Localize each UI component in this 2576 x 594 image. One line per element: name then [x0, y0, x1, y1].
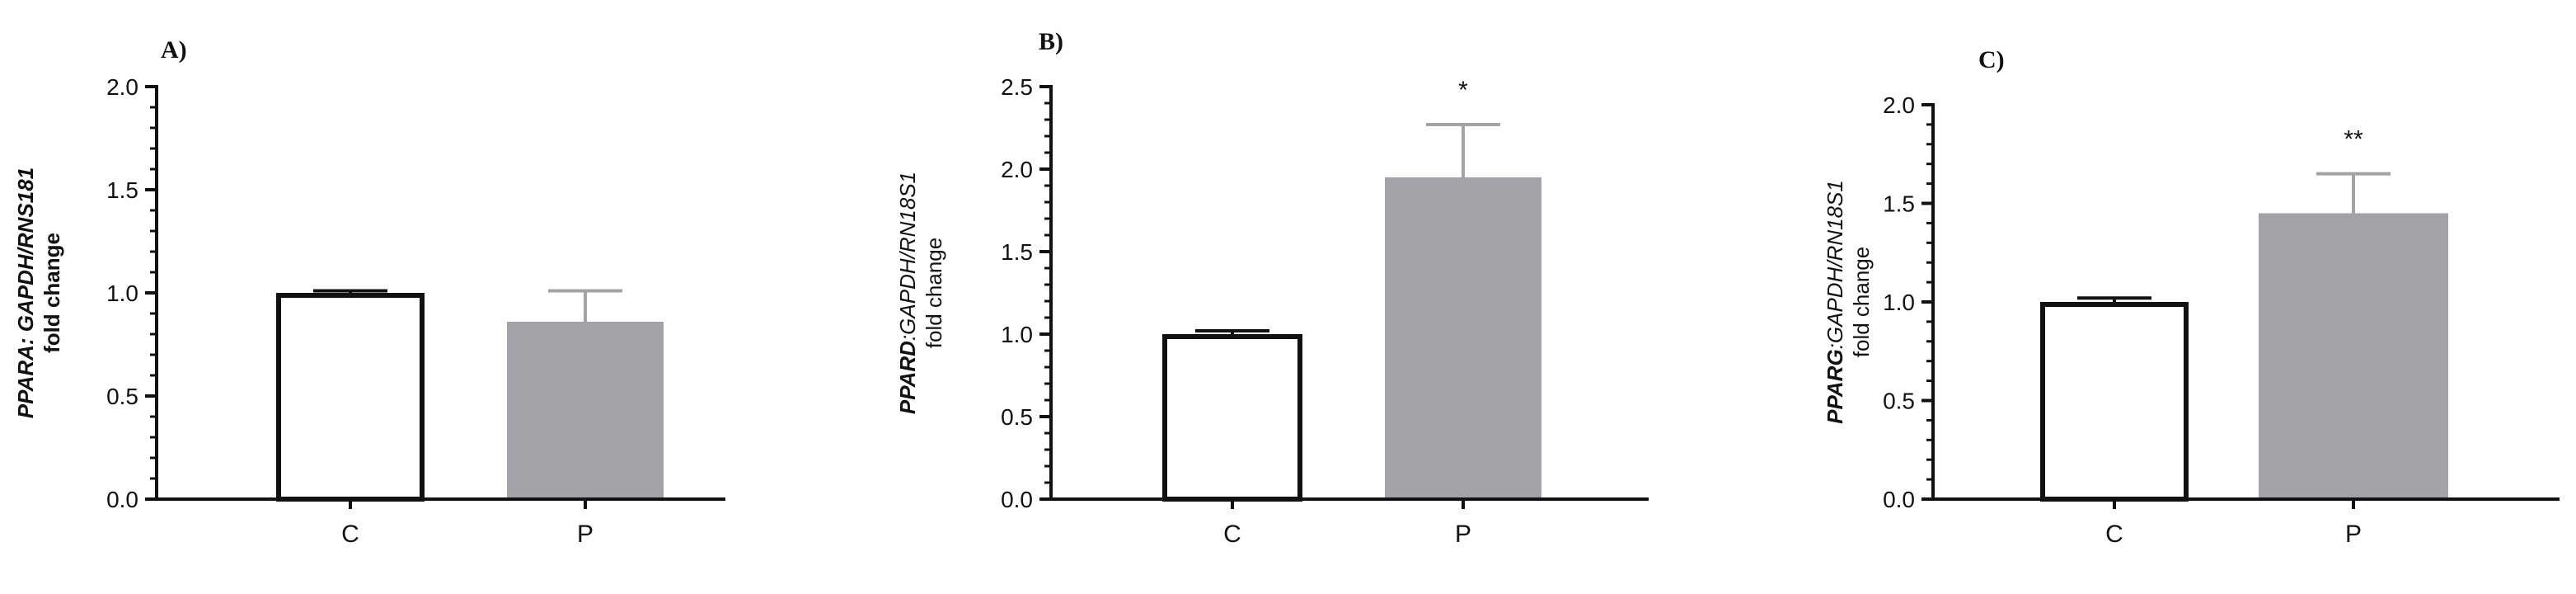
y-tick-label: 1.0 — [1883, 290, 1915, 315]
y-tick-label: 0.5 — [1883, 389, 1915, 414]
y-tick-label: 1.0 — [106, 280, 138, 306]
bar-P — [507, 322, 664, 499]
chart-panel-3: C) C ** P 0.0 0.5 1.0 1.5 2.0 PPARG:GAPDH/RN18S1 f… — [1823, 46, 2560, 548]
y-tick-label: 1.5 — [106, 177, 138, 203]
y-tick-label: 2.0 — [1883, 92, 1915, 118]
x-tick-label: P — [577, 521, 594, 548]
chart-panel-1: A) C P 0.0 0.5 1.0 1.5 2.0 PPARA: GAPDH/RNS181 fo… — [13, 36, 725, 548]
x-tick-label: C — [2105, 521, 2123, 548]
x-tick-label: C — [1223, 521, 1241, 548]
panel-label: A) — [161, 36, 187, 64]
panel-label: B) — [1039, 28, 1063, 55]
significance-marker: * — [1458, 77, 1468, 104]
y-tick-label: 2.5 — [1001, 74, 1033, 100]
y-tick-label: 0.5 — [106, 384, 138, 409]
significance-marker: ** — [2344, 126, 2363, 153]
y-axis-label-reference: :GAPDH/RN18S1 — [895, 172, 920, 341]
y-tick-label: 0.5 — [1001, 404, 1033, 430]
y-tick-label: 2.0 — [106, 74, 138, 100]
y-axis-label-gene: PPARD — [895, 341, 920, 414]
bar-C — [276, 293, 425, 502]
bar-P — [1385, 177, 1541, 499]
bar-P — [2259, 213, 2448, 499]
y-axis-label-reference: :GAPDH/RN18S1 — [1823, 180, 1847, 349]
x-tick-label: P — [1455, 521, 1471, 548]
x-tick-label: P — [2345, 521, 2362, 548]
y-axis-label-reference: : GAPDH/RNS181 — [13, 167, 38, 345]
y-axis-label-gene: PPARA — [13, 345, 38, 418]
y-axis-label: PPARG:GAPDH/RN18S1 — [1823, 180, 1847, 424]
chart-panel-2: B) C * P 0.0 0.5 1.0 1.5 2.0 2.5 PPARD:GAPDH/RN18S… — [895, 28, 1649, 548]
y-axis-label: PPARA: GAPDH/RNS181 — [13, 167, 38, 418]
y-axis-label-line2: fold change — [1849, 247, 1874, 357]
panel-label: C) — [1978, 46, 2005, 73]
y-tick-label: 0.0 — [1001, 487, 1033, 512]
y-tick-label: 0.0 — [1883, 487, 1915, 512]
y-tick-label: 1.5 — [1883, 191, 1915, 217]
y-tick-label: 0.0 — [106, 487, 138, 512]
y-tick-label: 1.5 — [1001, 239, 1033, 265]
y-tick-label: 2.0 — [1001, 157, 1033, 182]
y-axis-label-line2: fold change — [40, 233, 64, 353]
bar-C — [2040, 302, 2189, 502]
y-axis-label-gene: PPARG — [1823, 349, 1847, 424]
y-axis-label-line2: fold change — [922, 238, 946, 348]
bar-C — [1162, 334, 1302, 502]
y-tick-label: 1.0 — [1001, 322, 1033, 347]
y-axis-label: PPARD:GAPDH/RN18S1 — [895, 172, 920, 414]
x-tick-label: C — [341, 521, 359, 548]
